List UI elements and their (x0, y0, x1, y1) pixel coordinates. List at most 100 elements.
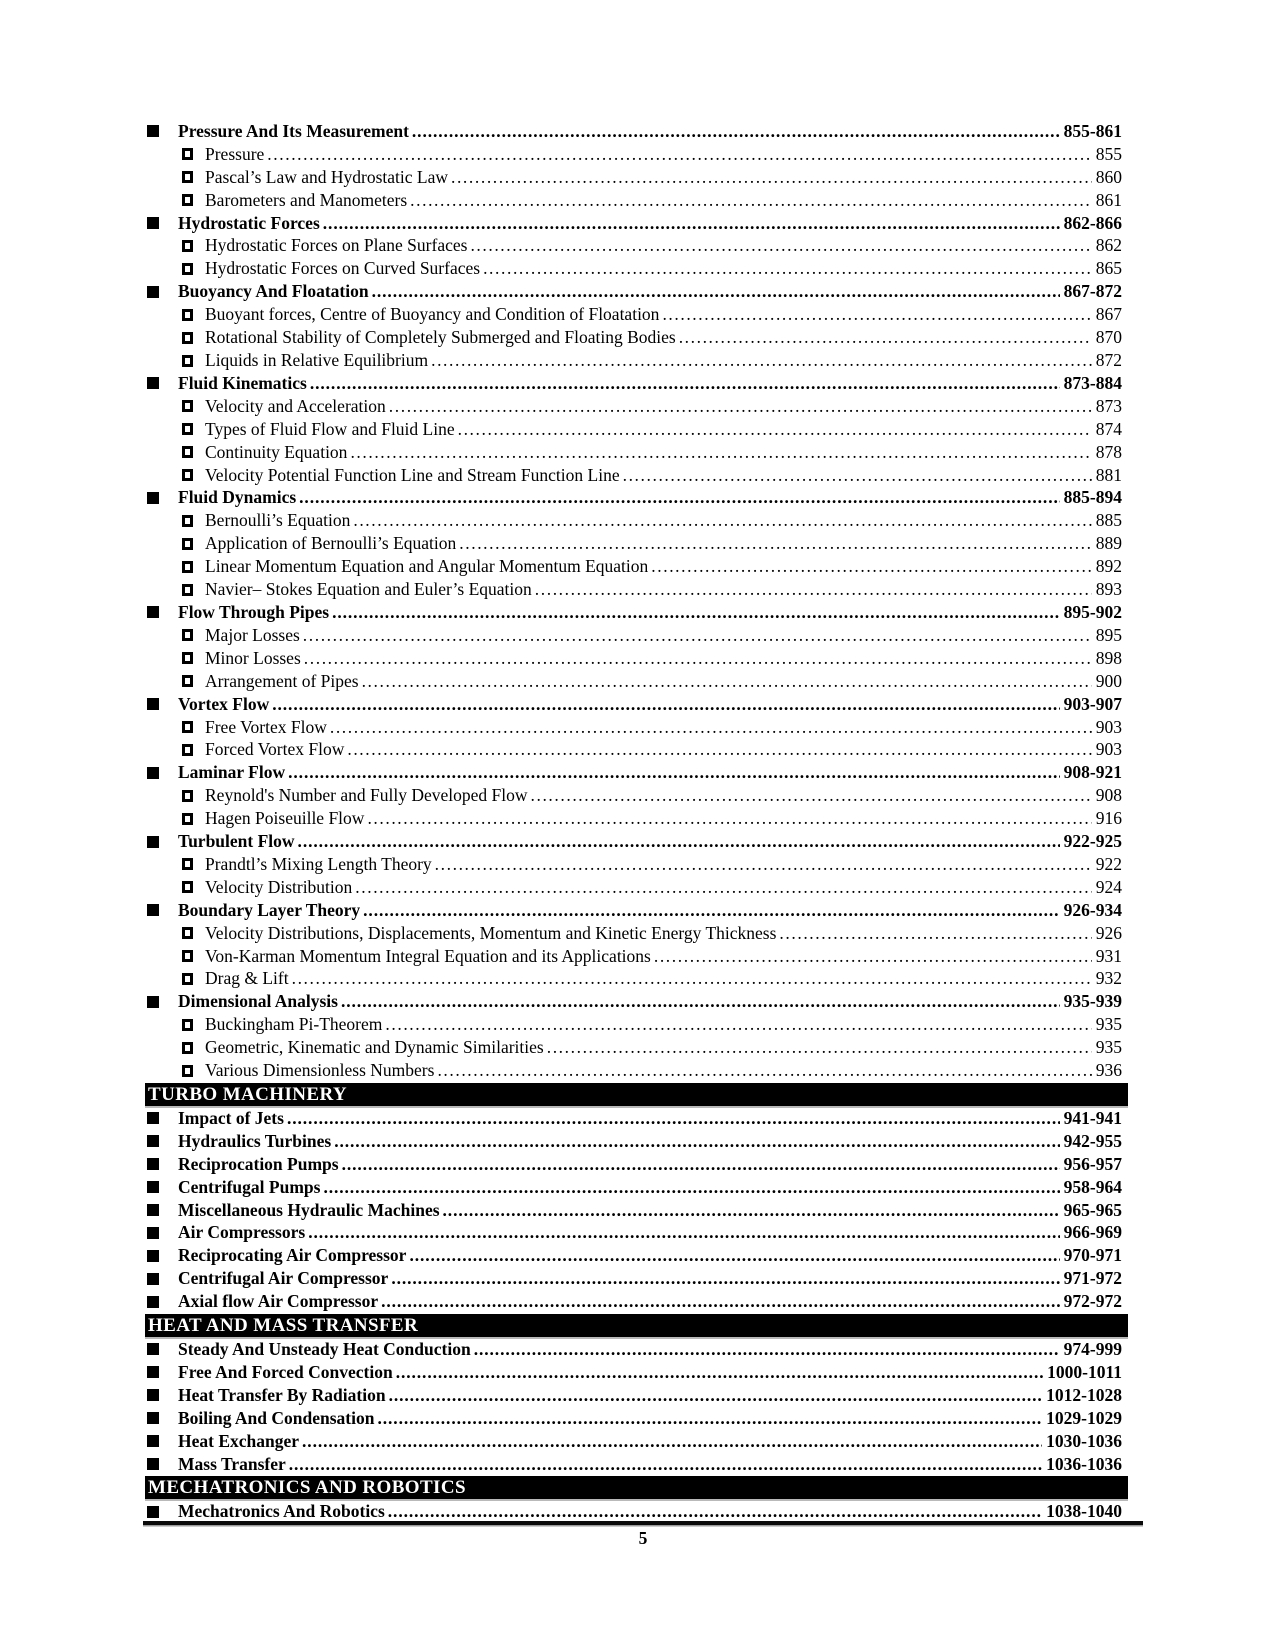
dot-leader-icon (362, 671, 1092, 692)
toc-entry-pages: 900 (1095, 670, 1122, 691)
toc-entry-label: Miscellaneous Hydraulic Machines (178, 1199, 440, 1220)
toc-entry-label: Heat Transfer By Radiation (178, 1384, 386, 1405)
dot-leader-icon (267, 144, 1091, 165)
open-square-bullet-icon (182, 148, 193, 161)
toc-row: Types of Fluid Flow and Fluid Line 874 (145, 418, 1128, 441)
dot-leader-icon (334, 1131, 1059, 1152)
toc-entry-pages: 972-972 (1063, 1291, 1122, 1312)
toc-entry-pages: 903 (1095, 716, 1122, 737)
dot-leader-icon (443, 1200, 1060, 1221)
dot-leader-icon (389, 396, 1092, 417)
toc-entry-pages: 974-999 (1063, 1338, 1122, 1359)
toc-entry-pages: 873-884 (1063, 372, 1122, 393)
section-header-bar: MECHATRONICS AND ROBOTICS (145, 1476, 1128, 1500)
toc-entry-pages: 862-866 (1063, 212, 1122, 233)
dot-leader-icon (323, 1177, 1059, 1198)
toc-row: Heat Exchanger 1030-1036 (145, 1430, 1128, 1453)
toc-entry-pages: 865 (1095, 258, 1122, 279)
toc-entry-label: Reciprocating Air Compressor (178, 1245, 407, 1266)
toc-entry-pages: 862 (1095, 235, 1122, 256)
toc-entry-label: Barometers and Manometers (205, 189, 408, 210)
toc-row: Prandtl’s Mixing Length Theory 922 (145, 853, 1128, 876)
open-square-bullet-icon (182, 675, 193, 688)
dot-leader-icon (779, 923, 1091, 944)
toc-entry-label: Velocity Potential Function Line and Str… (205, 464, 620, 485)
toc-row: Centrifugal Air Compressor 971-972 (145, 1267, 1128, 1290)
toc-entry-pages: 941-941 (1063, 1107, 1122, 1128)
filled-square-bullet-icon (147, 1343, 159, 1356)
toc-row: Mass Transfer 1036-1036 (145, 1453, 1128, 1476)
dot-leader-icon (355, 877, 1091, 898)
toc-row: Miscellaneous Hydraulic Machines 965-965 (145, 1199, 1128, 1222)
dot-leader-icon (437, 1060, 1091, 1081)
dot-leader-icon (388, 1501, 1042, 1522)
toc-entry-label: Air Compressors (178, 1222, 306, 1243)
toc-entry-pages: 916 (1095, 808, 1122, 829)
table-of-contents: Pressure And Its Measurement 855-861 Pre… (145, 120, 1128, 1523)
toc-entry-pages: 935-939 (1063, 991, 1122, 1012)
toc-entry-pages: 926-934 (1063, 899, 1122, 920)
toc-entry-pages: 898 (1095, 647, 1122, 668)
open-square-bullet-icon (182, 927, 193, 940)
toc-entry-label: Hydrostatic Forces (178, 212, 320, 233)
toc-row: Boundary Layer Theory 926-934 (145, 899, 1128, 922)
toc-entry-label: Von-Karman Momentum Integral Equation an… (205, 945, 651, 966)
toc-entry-pages: 855 (1095, 143, 1122, 164)
toc-row: Boiling And Condensation 1029-1029 (145, 1407, 1128, 1430)
toc-row: Pressure 855 (145, 143, 1128, 166)
toc-entry-pages: 908-921 (1063, 762, 1122, 783)
filled-square-bullet-icon (147, 606, 159, 619)
open-square-bullet-icon (182, 262, 193, 275)
open-square-bullet-icon (182, 354, 193, 367)
open-square-bullet-icon (182, 514, 193, 527)
toc-row: Mechatronics And Robotics 1038-1040 (145, 1500, 1128, 1523)
dot-leader-icon (385, 1014, 1091, 1035)
toc-row: Hydrostatic Forces on Plane Surfaces 862 (145, 235, 1128, 258)
open-square-bullet-icon (182, 1064, 193, 1077)
toc-entry-label: Arrangement of Pipes (205, 670, 359, 691)
dot-leader-icon (287, 1108, 1060, 1129)
toc-row: Laminar Flow 908-921 (145, 761, 1128, 784)
toc-entry-label: Forced Vortex Flow (205, 739, 345, 760)
toc-row: Buoyancy And Floatation 867-872 (145, 280, 1128, 303)
toc-entry-label: Buckingham Pi-Theorem (205, 1014, 383, 1035)
open-square-bullet-icon (182, 194, 193, 207)
toc-entry-pages: 932 (1095, 968, 1122, 989)
toc-entry-label: Free Vortex Flow (205, 716, 327, 737)
toc-entry-pages: 971-972 (1063, 1268, 1122, 1289)
open-square-bullet-icon (182, 881, 193, 894)
toc-entry-pages: 936 (1095, 1060, 1122, 1081)
toc-row: Major Losses 895 (145, 624, 1128, 647)
dot-leader-icon (451, 167, 1092, 188)
toc-row: Vortex Flow 903-907 (145, 693, 1128, 716)
toc-entry-pages: 924 (1095, 876, 1122, 897)
toc-entry-label: Fluid Kinematics (178, 372, 307, 393)
toc-entry-label: Mass Transfer (178, 1453, 286, 1474)
toc-row: Reciprocation Pumps 956-957 (145, 1153, 1128, 1176)
filled-square-bullet-icon (147, 1135, 159, 1148)
toc-entry-pages: 922 (1095, 853, 1122, 874)
toc-row: Free And Forced Convection 1000-1011 (145, 1361, 1128, 1384)
toc-entry-pages: 870 (1095, 327, 1122, 348)
dot-leader-icon (302, 1431, 1042, 1452)
filled-square-bullet-icon (147, 766, 159, 779)
toc-row: Buoyant forces, Centre of Buoyancy and C… (145, 303, 1128, 326)
toc-row: Forced Vortex Flow 903 (145, 738, 1128, 761)
toc-entry-pages: 903-907 (1063, 693, 1122, 714)
toc-entry-pages: 892 (1095, 556, 1122, 577)
dot-leader-icon (304, 648, 1092, 669)
filled-square-bullet-icon (147, 1158, 159, 1171)
toc-entry-label: Turbulent Flow (178, 831, 295, 852)
toc-entry-pages: 895 (1095, 624, 1122, 645)
dot-leader-icon (341, 991, 1060, 1012)
toc-entry-pages: 935 (1095, 1037, 1122, 1058)
open-square-bullet-icon (182, 858, 193, 871)
toc-row: Velocity Distributions, Displacements, M… (145, 922, 1128, 945)
open-square-bullet-icon (182, 583, 193, 596)
dot-leader-icon (431, 350, 1092, 371)
toc-entry-pages: 958-964 (1063, 1176, 1122, 1197)
filled-square-bullet-icon (147, 377, 159, 390)
toc-entry-label: Hagen Poiseuille Flow (205, 808, 365, 829)
filled-square-bullet-icon (147, 1272, 159, 1285)
dot-leader-icon (412, 121, 1060, 142)
